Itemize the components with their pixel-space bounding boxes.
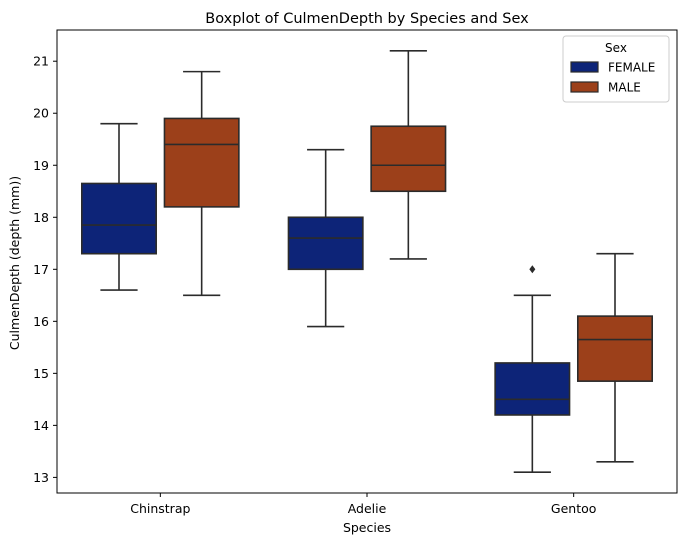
iqr-box xyxy=(576,315,653,382)
y-tick-label: 13 xyxy=(33,470,49,485)
legend-title: Sex xyxy=(605,41,627,55)
y-tick-label: 17 xyxy=(33,262,49,277)
y-tick-label: 14 xyxy=(33,418,49,433)
legend-swatch-male xyxy=(570,81,599,93)
y-tick-label: 15 xyxy=(33,366,49,381)
legend: Sex FEMALE MALE xyxy=(562,35,670,103)
iqr-box xyxy=(494,362,571,416)
iqr-box xyxy=(370,125,447,193)
x-tick-label: Gentoo xyxy=(551,501,597,516)
chart-title: Boxplot of CulmenDepth by Species and Se… xyxy=(205,11,529,27)
legend-label-male: MALE xyxy=(608,81,641,95)
legend-swatch-female xyxy=(570,61,599,73)
y-tick-label: 16 xyxy=(33,314,49,329)
plot-area: 13 14 15 16 17 18 19 20 21 Chinstrap Adelie Gentoo xyxy=(33,50,653,516)
iqr-box xyxy=(287,216,364,271)
legend-label-female: FEMALE xyxy=(608,61,655,75)
box-male-gentoo xyxy=(576,252,653,463)
x-tick-label: Adelie xyxy=(348,501,387,516)
y-tick-label: 21 xyxy=(33,54,49,69)
y-tick-label: 20 xyxy=(33,106,49,121)
y-tick-label: 18 xyxy=(33,210,49,225)
x-axis-label: Species xyxy=(343,520,391,535)
iqr-box xyxy=(81,182,158,255)
y-axis-label: CulmenDepth (depth (mm)) xyxy=(7,176,22,350)
box-male-chinstrap xyxy=(163,70,240,297)
box-male-adelie xyxy=(370,50,447,260)
x-tick-label: Chinstrap xyxy=(130,501,190,516)
box-female-chinstrap xyxy=(81,122,158,291)
plot-frame xyxy=(56,29,678,494)
iqr-box xyxy=(163,117,240,208)
box-female-adelie xyxy=(287,148,364,328)
outlier-marker xyxy=(529,265,536,274)
box-female-gentoo xyxy=(494,265,571,473)
y-tick-label: 19 xyxy=(33,158,49,173)
